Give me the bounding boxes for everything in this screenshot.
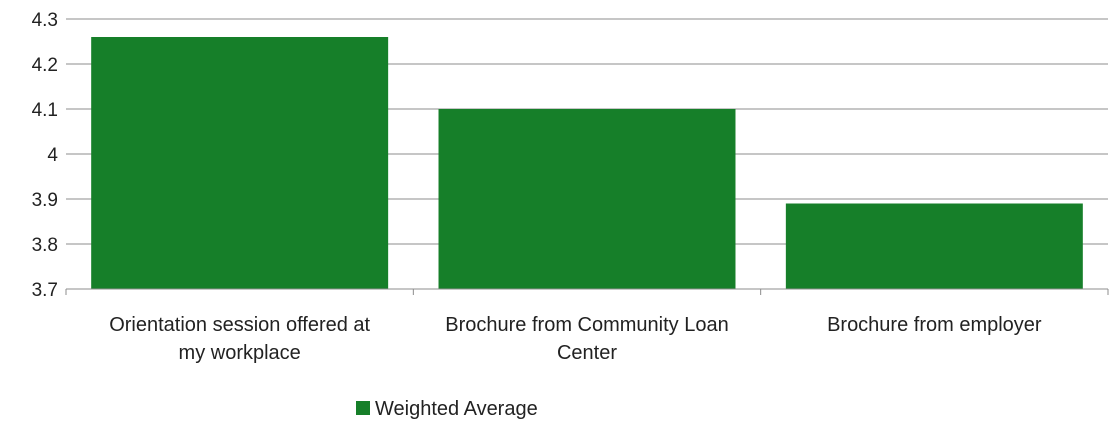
y-tick-label: 3.7 [32, 280, 58, 301]
x-axis [65, 288, 1109, 295]
x-category-label: Orientation session offered at [109, 314, 370, 336]
x-category-label: Brochure from Community Loan [445, 314, 728, 336]
legend-swatch [356, 401, 370, 415]
bar [438, 109, 736, 289]
y-tick-label: 3.8 [32, 235, 58, 256]
y-tick-label: 4.2 [32, 55, 58, 76]
x-category-label: Center [557, 342, 617, 364]
x-axis-labels: Orientation session offered at my workpla… [109, 314, 1042, 364]
y-tick-label: 4.1 [32, 100, 58, 121]
bar [785, 203, 1083, 289]
bar [91, 37, 389, 289]
legend-label: Weighted Average [375, 398, 538, 420]
y-tick-label: 3.9 [32, 190, 58, 211]
x-category-label: Brochure from employer [827, 314, 1042, 336]
x-category-label: my workplace [179, 342, 301, 364]
bars [91, 37, 1083, 289]
y-axis-ticks: 3.7 3.8 3.9 4 4.1 4.2 4.3 [32, 10, 59, 301]
y-tick-label: 4 [47, 145, 58, 166]
legend: Weighted Average [356, 398, 538, 420]
y-tick-label: 4.3 [32, 10, 58, 31]
